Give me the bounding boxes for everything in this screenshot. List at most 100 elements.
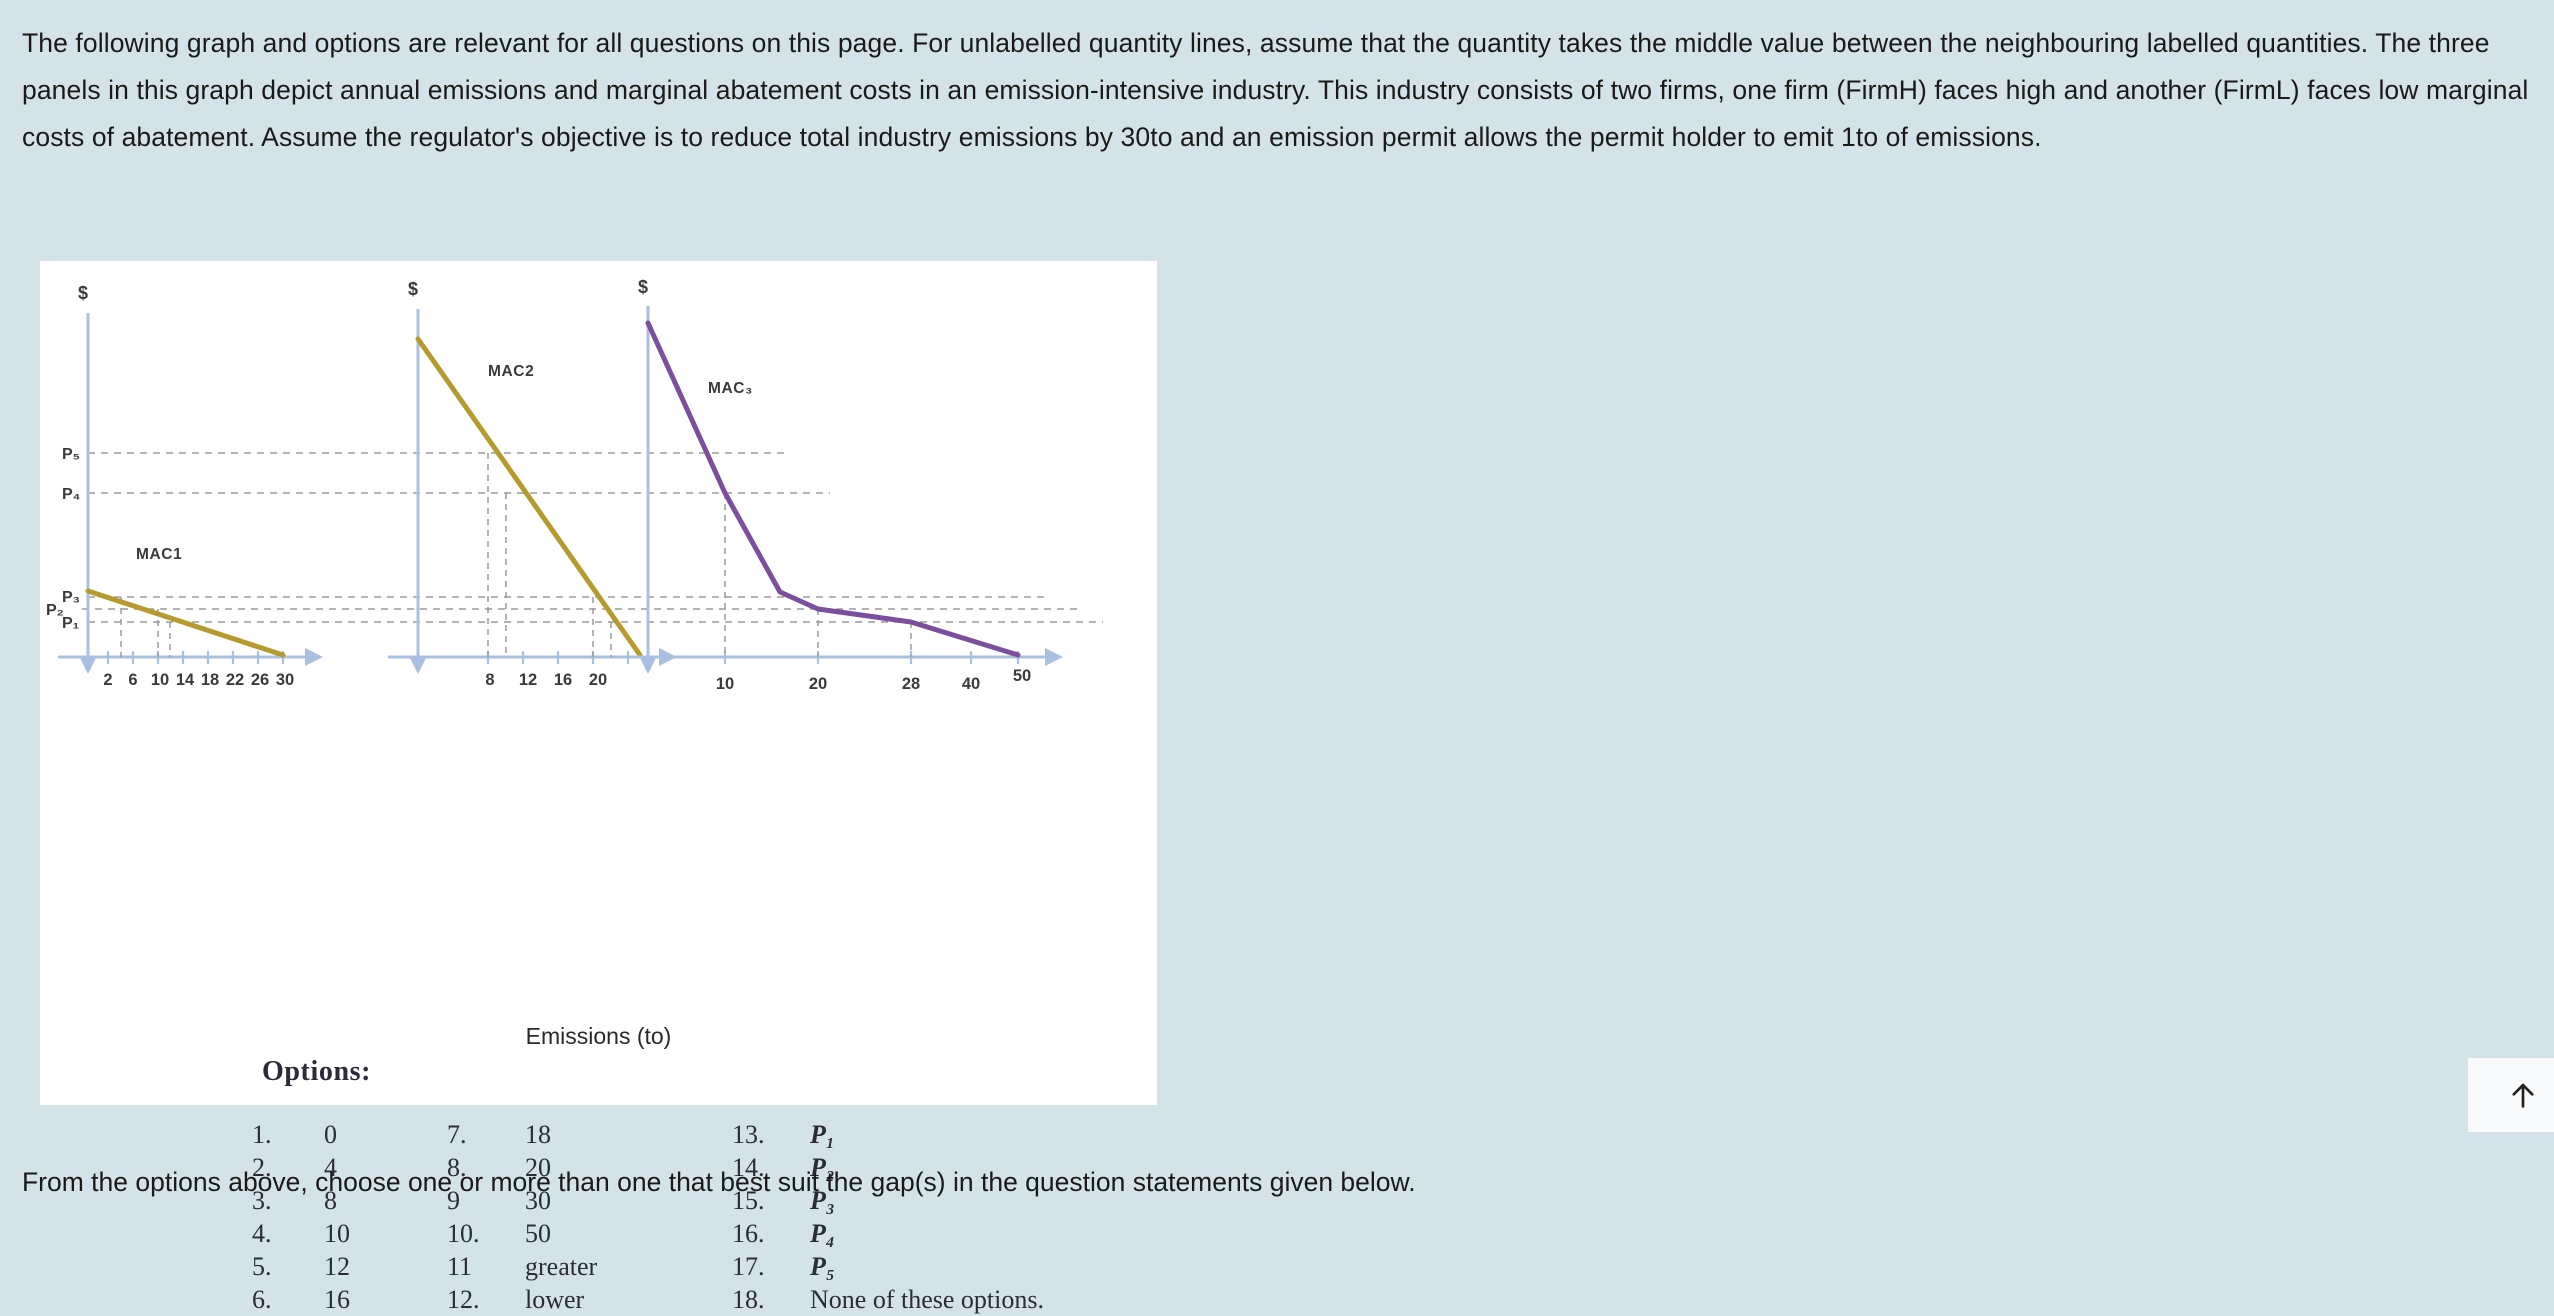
panel-1-curve-label: MAC1 (136, 546, 182, 563)
option-value: 12 (324, 1252, 350, 1281)
option-number: 18. (732, 1285, 765, 1314)
option-value: None of these options. (810, 1285, 1044, 1314)
svg-text:18: 18 (201, 671, 219, 689)
option-value: lower (525, 1285, 585, 1314)
svg-text:30: 30 (276, 671, 294, 689)
option-number: 13. (732, 1120, 765, 1149)
label-p1: P₁ (62, 615, 80, 632)
panel-2-curve-label: MAC2 (488, 363, 534, 380)
label-p3: P₃ (62, 589, 80, 606)
panel-2-mac2-curve (415, 336, 643, 658)
option-value: 18 (525, 1120, 551, 1149)
svg-text:26: 26 (251, 671, 269, 689)
option-value: 30 (525, 1186, 551, 1215)
option-value: greater (525, 1252, 598, 1281)
option-value-text: P₄ (810, 1219, 835, 1248)
label-p2: P₂ (46, 602, 64, 619)
arrow-up-icon (2506, 1078, 2540, 1112)
svg-text:22: 22 (226, 671, 244, 689)
label-p4: P₄ (62, 486, 80, 503)
option-item[interactable]: 12. lower (447, 1283, 677, 1316)
svg-text:50: 50 (1013, 667, 1031, 685)
panel-2-quantity-lines (487, 453, 612, 657)
option-item[interactable]: 11 greater (447, 1250, 677, 1283)
mac-chart-svg: $ (46, 277, 1103, 693)
option-item[interactable]: 1. 0 (252, 1118, 432, 1151)
option-value-text: P₁ (810, 1120, 835, 1149)
panel-3-quantity-lines (724, 493, 912, 657)
panel-3-x-tick-labels: 10 20 28 40 50 (716, 667, 1031, 693)
options-column-1: 1. 0 2. 4 3. 8 4. 10 5. 12 6. 16 (252, 1118, 432, 1316)
option-value-text: P₃ (810, 1186, 835, 1215)
option-number: 8. (447, 1153, 467, 1182)
panel-3-curve-label: MAC₃ (708, 380, 753, 397)
option-number: 6. (252, 1285, 272, 1314)
options-title: Options: (262, 1056, 372, 1087)
option-item[interactable]: 14. P₂ (732, 1151, 1132, 1184)
option-value-text: P₂ (810, 1153, 835, 1182)
panel-1-quantity-lines (120, 597, 171, 657)
svg-text:40: 40 (962, 675, 980, 693)
option-item[interactable]: 7. 18 (447, 1118, 677, 1151)
svg-text:8: 8 (485, 671, 494, 689)
panel-3: $ MAC₃ 10 (618, 277, 1063, 693)
option-item[interactable]: 8. 20 (447, 1151, 677, 1184)
option-item[interactable]: 9 30 (447, 1184, 677, 1217)
mac-figure: $ (40, 261, 1157, 821)
panel-1-mac1-curve (85, 588, 286, 658)
option-number: 7. (447, 1120, 467, 1149)
closing-paragraph: From the options above, choose one or mo… (22, 1167, 1416, 1197)
option-number: 17. (732, 1252, 765, 1281)
figure-card: $ (40, 261, 1157, 1314)
scroll-to-top-button[interactable] (2468, 1058, 2554, 1132)
panel-1-x-tick-labels: 2 6 10 14 18 22 26 30 (103, 671, 294, 689)
svg-text:28: 28 (902, 675, 920, 693)
options-column-3: 13. P₁ 14. P₂ 15. P₃ 16. P₄ 17. P₅ 18. None of… (732, 1118, 1132, 1316)
option-number: 5. (252, 1252, 272, 1281)
option-item[interactable]: 6. 16 (252, 1283, 432, 1316)
option-value: 0 (324, 1120, 337, 1149)
option-number: 15. (732, 1186, 765, 1215)
panel-2: $ MAC2 (388, 279, 677, 689)
x-axis-title: Emissions (to) (525, 1023, 672, 1049)
svg-text:14: 14 (176, 671, 195, 689)
option-value: P₂ (810, 1151, 835, 1184)
option-item[interactable]: 15. P₃ (732, 1184, 1132, 1217)
option-number: 12. (447, 1285, 480, 1314)
option-value-text: P₅ (810, 1252, 835, 1281)
option-item[interactable]: 17. P₅ (732, 1250, 1132, 1283)
option-value: P₃ (810, 1184, 835, 1217)
option-number: 9 (447, 1186, 460, 1215)
panel-1: $ (46, 283, 323, 689)
option-number: 1. (252, 1120, 272, 1149)
panel-1-y-axis-symbol: $ (78, 283, 88, 303)
intro-paragraph: The following graph and options are rele… (22, 28, 2529, 152)
svg-text:20: 20 (589, 671, 607, 689)
panel-2-x-tick-labels: 8 12 16 20 (485, 671, 607, 689)
option-item[interactable]: 18. None of these options. (732, 1283, 1132, 1316)
options-columns: 1. 0 2. 4 3. 8 4. 10 5. 12 6. 16 7. 18 8. 20 9 30… (40, 1118, 1157, 1316)
svg-text:12: 12 (519, 671, 537, 689)
option-value: P₁ (810, 1118, 835, 1151)
price-guide-lines (82, 452, 1103, 623)
svg-text:20: 20 (809, 675, 827, 693)
svg-text:2: 2 (103, 671, 112, 689)
option-number: 11 (447, 1252, 473, 1281)
option-value: 20 (525, 1153, 551, 1182)
option-value: P₅ (810, 1250, 835, 1283)
option-value: 8 (324, 1186, 337, 1215)
option-number: 14. (732, 1153, 765, 1182)
label-p5: P₅ (62, 446, 80, 463)
option-number: 2. (252, 1153, 272, 1182)
panel-2-y-axis-symbol: $ (408, 279, 418, 299)
svg-text:10: 10 (716, 675, 734, 693)
option-number: 3. (252, 1186, 272, 1215)
option-item[interactable]: 5. 12 (252, 1250, 432, 1283)
panel-3-mac3-curve (645, 320, 1021, 658)
option-item[interactable]: 13. P₁ (732, 1118, 1132, 1151)
panel-3-y-axis-symbol: $ (638, 277, 648, 297)
option-item[interactable]: 2. 4 (252, 1151, 432, 1184)
svg-text:16: 16 (554, 671, 572, 689)
option-item[interactable]: 3. 8 (252, 1184, 432, 1217)
svg-text:6: 6 (128, 671, 137, 689)
